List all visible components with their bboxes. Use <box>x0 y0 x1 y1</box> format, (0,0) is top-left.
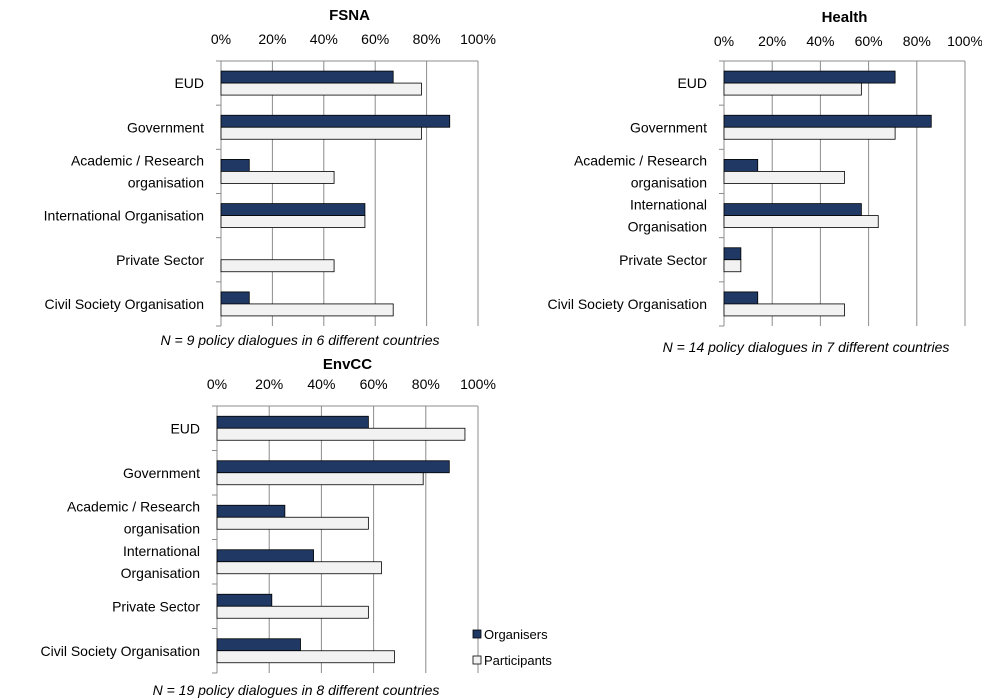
bar-organisers <box>724 159 758 171</box>
category-label: Academic / Research organisation <box>67 498 200 536</box>
bar-participants <box>217 562 381 574</box>
bar-participants <box>724 83 861 95</box>
bar-participants <box>217 651 394 663</box>
x-tick-label: 100% <box>460 31 496 47</box>
x-tick-label: 0% <box>714 33 734 49</box>
category-label: International Organisation <box>121 543 200 581</box>
category-label: Government <box>123 465 200 481</box>
category-label: Academic / Research organisation <box>71 152 204 190</box>
bar-organisers <box>724 115 931 127</box>
x-tick-label: 20% <box>258 31 286 47</box>
bar-participants <box>217 517 368 529</box>
x-tick-label: 60% <box>855 33 883 49</box>
category-label: International Organisation <box>628 197 707 235</box>
legend-label-participants: Participants <box>484 653 552 668</box>
bar-organisers <box>217 505 285 517</box>
category-label: Private Sector <box>619 252 707 268</box>
category-label: International Organisation <box>44 208 204 224</box>
category-label: Private Sector <box>116 252 204 268</box>
bar-organisers <box>724 71 895 83</box>
x-tick-label: 60% <box>361 31 389 47</box>
chart-envcc: EnvCC 0% 20% 40% 60% 80% 100% EUD Government Acad… <box>40 356 495 698</box>
category-label: Civil Society Organisation <box>44 296 204 312</box>
chart-note-fsna: N = 9 policy dialogues in 6 different co… <box>161 332 440 348</box>
bar-organisers <box>724 204 861 216</box>
bar-organisers <box>221 204 365 216</box>
category-label: Government <box>630 119 707 135</box>
bar-participants <box>724 216 878 228</box>
category-label: Civil Society Organisation <box>40 643 200 659</box>
bar-organisers <box>217 461 449 473</box>
bar-participants <box>724 127 895 139</box>
bar-organisers <box>221 115 450 127</box>
chart-note-health: N = 14 policy dialogues in 7 different c… <box>663 339 950 355</box>
bar-participants <box>724 260 741 272</box>
x-tick-label: 100% <box>460 376 496 392</box>
category-label: EUD <box>170 420 200 436</box>
legend-swatch-organisers <box>473 630 481 638</box>
bar-participants <box>221 171 334 183</box>
bar-participants <box>221 216 365 228</box>
bar-participants <box>217 428 465 440</box>
category-label: Government <box>127 119 204 135</box>
chart-title-envcc: EnvCC <box>323 356 372 373</box>
legend-label-organisers: Organisers <box>484 627 548 642</box>
legend: Organisers Participants <box>473 627 552 668</box>
bar-participants <box>724 171 845 183</box>
chart-title-health: Health <box>822 9 868 26</box>
bar-participants <box>217 473 423 485</box>
bar-participants <box>724 304 845 316</box>
bar-participants <box>221 83 421 95</box>
category-label: EUD <box>174 75 204 91</box>
chart-fsna: FSNA 0% 20% 40% 60% 80% 100% EUD Government Acade… <box>44 7 496 348</box>
bar-participants <box>221 260 334 272</box>
bar-organisers <box>217 594 272 606</box>
chart-health: Health 0% 20% 40% 60% 80% 100% EUD Government Aca… <box>547 9 982 355</box>
category-label: EUD <box>677 75 707 91</box>
bar-participants <box>217 606 368 618</box>
bar-participants <box>221 304 393 316</box>
bar-organisers <box>217 639 301 651</box>
x-tick-label: 40% <box>307 376 335 392</box>
bar-organisers <box>724 248 741 260</box>
x-tick-label: 20% <box>255 376 283 392</box>
x-tick-label: 80% <box>903 33 931 49</box>
x-tick-label: 20% <box>758 33 786 49</box>
bar-organisers <box>221 159 249 171</box>
category-label: Civil Society Organisation <box>547 296 707 312</box>
bar-organisers <box>221 71 393 83</box>
bar-participants <box>221 127 421 139</box>
x-tick-label: 80% <box>412 376 440 392</box>
bar-organisers <box>217 550 314 562</box>
x-tick-label: 40% <box>310 31 338 47</box>
x-tick-label: 40% <box>806 33 834 49</box>
bar-organisers <box>724 292 758 304</box>
category-label: Academic / Research organisation <box>574 152 707 190</box>
bar-organisers <box>217 416 368 428</box>
legend-swatch-participants <box>473 656 481 664</box>
x-tick-label: 80% <box>413 31 441 47</box>
x-tick-label: 60% <box>360 376 388 392</box>
x-tick-label: 100% <box>947 33 982 49</box>
chart-note-envcc: N = 19 policy dialogues in 8 different c… <box>153 682 440 698</box>
x-tick-label: 0% <box>211 31 231 47</box>
chart-title-fsna: FSNA <box>329 7 370 24</box>
category-label: Private Sector <box>112 598 200 614</box>
x-tick-label: 0% <box>207 376 227 392</box>
bar-organisers <box>221 292 249 304</box>
